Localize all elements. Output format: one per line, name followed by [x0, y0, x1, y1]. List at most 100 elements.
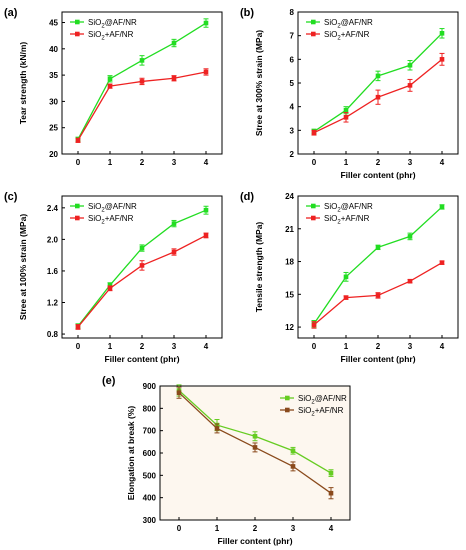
x-tick-label: 2: [253, 524, 258, 533]
data-point: [171, 249, 177, 255]
legend-marker: [311, 31, 316, 37]
y-tick-label: 45: [49, 19, 58, 28]
y-tick-label: 18: [285, 258, 294, 267]
legend-marker: [285, 395, 290, 401]
data-point: [439, 31, 445, 36]
chart-panel-e: 0 1 2 3 4 300 400 500 600 700 800 900 Filler content…: [102, 375, 351, 546]
data-point: [75, 324, 81, 330]
data-point: [107, 83, 113, 89]
y-tick-label: 30: [49, 97, 58, 106]
y-axis-title: Stree at 100% strain (MPa): [18, 214, 28, 320]
panel-label: (a): [4, 7, 18, 19]
data-point: [176, 390, 182, 395]
legend-entry: SiO2+AF/NR: [298, 406, 344, 418]
legend-entry: SiO2@AF/NR: [324, 18, 373, 30]
data-point: [439, 57, 445, 62]
data-point: [343, 115, 349, 120]
y-tick-label: 1.6: [47, 267, 59, 276]
data-point: [171, 40, 177, 46]
data-point: [375, 73, 381, 79]
y-tick-label: 400: [143, 494, 157, 503]
panel-label: (c): [4, 191, 18, 203]
panel-label: (d): [240, 191, 254, 203]
legend-entry: SiO2+AF/NR: [88, 30, 134, 42]
data-point: [343, 274, 349, 280]
plot-frame: [297, 11, 459, 155]
x-tick-label: 4: [204, 158, 209, 167]
plot-background: [160, 386, 350, 520]
x-tick-label: 3: [172, 342, 177, 351]
legend-marker: [75, 203, 80, 209]
data-point: [107, 286, 113, 291]
x-tick-label: 1: [108, 158, 113, 167]
data-point: [290, 464, 296, 469]
x-tick-label: 1: [344, 158, 349, 167]
data-point: [139, 263, 145, 268]
data-point: [139, 245, 145, 251]
y-tick-label: 300: [143, 516, 157, 525]
data-point: [439, 260, 445, 265]
x-tick-label: 2: [140, 158, 145, 167]
y-tick-label: 40: [49, 45, 58, 54]
legend-entry: SiO2@AF/NR: [298, 394, 347, 406]
x-axis-title: Filler content (phr): [340, 170, 415, 180]
x-tick-label: 0: [76, 158, 81, 167]
legend-entry: SiO2@AF/NR: [324, 202, 373, 214]
data-point: [214, 426, 220, 431]
data-point: [203, 20, 209, 26]
x-tick-label: 0: [76, 342, 81, 351]
y-tick-label: 8: [290, 8, 295, 17]
x-axis-title: Filler content (phr): [217, 536, 292, 546]
y-tick-label: 900: [143, 382, 157, 391]
x-axis-title: Filler content (phr): [104, 354, 179, 364]
data-point: [139, 79, 145, 84]
data-point: [311, 130, 317, 135]
data-point: [375, 245, 381, 250]
data-point: [407, 278, 413, 284]
y-axis-title: Tensile strength (MPa): [254, 222, 264, 313]
data-point: [343, 295, 349, 300]
y-tick-label: 500: [143, 471, 157, 480]
chart-panel-c: 0 1 2 3 4 0.8 1.2 1.6 2.0 2.4 Filler content (phr)…: [4, 191, 223, 364]
data-point: [203, 207, 209, 213]
x-tick-label: 1: [344, 342, 349, 351]
legend-marker: [311, 203, 316, 209]
y-tick-label: 800: [143, 404, 157, 413]
data-point: [252, 433, 258, 439]
y-tick-label: 2.0: [47, 235, 59, 244]
x-tick-label: 3: [172, 158, 177, 167]
y-tick-label: 4: [290, 103, 295, 112]
x-axis-title: Filler content (phr): [340, 354, 415, 364]
data-point: [139, 58, 145, 63]
data-point: [171, 75, 177, 81]
y-tick-label: 3: [290, 126, 295, 135]
legend-marker: [75, 215, 80, 221]
legend-marker: [75, 19, 80, 25]
x-tick-label: 3: [291, 524, 296, 533]
legend-entry: SiO2@AF/NR: [88, 202, 137, 214]
y-tick-label: 21: [285, 225, 294, 234]
legend-entry: SiO2+AF/NR: [324, 214, 370, 226]
data-point: [311, 322, 317, 328]
y-tick-label: 6: [290, 55, 295, 64]
y-tick-label: 25: [49, 124, 58, 133]
data-point: [343, 107, 349, 113]
legend-marker: [311, 19, 316, 25]
y-axis-title: Tear strength (kN/m): [18, 42, 28, 125]
legend-entry: SiO2+AF/NR: [88, 214, 134, 226]
data-point: [290, 448, 296, 454]
x-tick-label: 0: [312, 342, 317, 351]
y-tick-label: 2.4: [47, 204, 59, 213]
x-tick-label: 2: [376, 158, 381, 167]
y-tick-label: 15: [285, 290, 294, 299]
legend-marker: [311, 215, 316, 221]
y-tick-label: 12: [285, 323, 294, 332]
x-tick-label: 2: [140, 342, 145, 351]
data-point: [171, 221, 177, 226]
legend-marker: [75, 31, 80, 37]
x-tick-label: 1: [215, 524, 220, 533]
data-point: [375, 293, 381, 298]
data-point: [407, 83, 413, 88]
chart-panel-b: 0 1 2 3 4 2 3 4 5 6 7 8 Filler content (phr) Stree at…: [240, 7, 459, 180]
x-tick-label: 4: [204, 342, 209, 351]
